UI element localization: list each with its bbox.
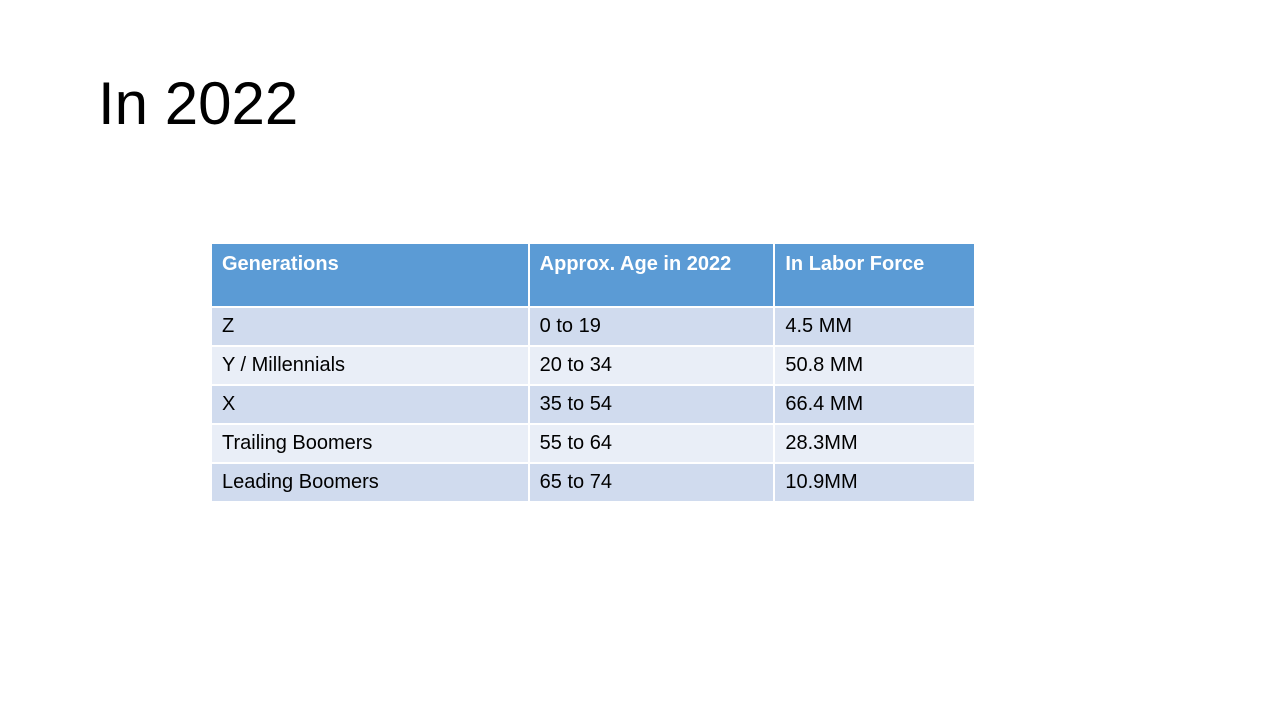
slide-title: In 2022 <box>98 70 299 137</box>
cell-generation: Leading Boomers <box>210 462 530 503</box>
table-row: X 35 to 54 66.4 MM <box>210 384 976 425</box>
table-row: Leading Boomers 65 to 74 10.9MM <box>210 462 976 503</box>
table-row: Y / Millennials 20 to 34 50.8 MM <box>210 345 976 386</box>
cell-generation: Z <box>210 306 530 347</box>
cell-age: 35 to 54 <box>527 384 776 425</box>
cell-labor-force: 66.4 MM <box>773 384 976 425</box>
header-approx-age: Approx. Age in 2022 <box>527 242 776 308</box>
cell-age: 20 to 34 <box>527 345 776 386</box>
cell-generation: Y / Millennials <box>210 345 530 386</box>
cell-generation: Trailing Boomers <box>210 423 530 464</box>
cell-labor-force: 10.9MM <box>773 462 976 503</box>
table-header-row: Generations Approx. Age in 2022 In Labor… <box>210 242 976 308</box>
cell-labor-force: 50.8 MM <box>773 345 976 386</box>
header-generations: Generations <box>210 242 530 308</box>
cell-labor-force: 28.3MM <box>773 423 976 464</box>
cell-age: 0 to 19 <box>527 306 776 347</box>
generations-table: Generations Approx. Age in 2022 In Labor… <box>210 242 976 503</box>
cell-age: 65 to 74 <box>527 462 776 503</box>
table-row: Z 0 to 19 4.5 MM <box>210 306 976 347</box>
cell-generation: X <box>210 384 530 425</box>
cell-labor-force: 4.5 MM <box>773 306 976 347</box>
cell-age: 55 to 64 <box>527 423 776 464</box>
table-row: Trailing Boomers 55 to 64 28.3MM <box>210 423 976 464</box>
header-labor-force: In Labor Force <box>773 242 976 308</box>
